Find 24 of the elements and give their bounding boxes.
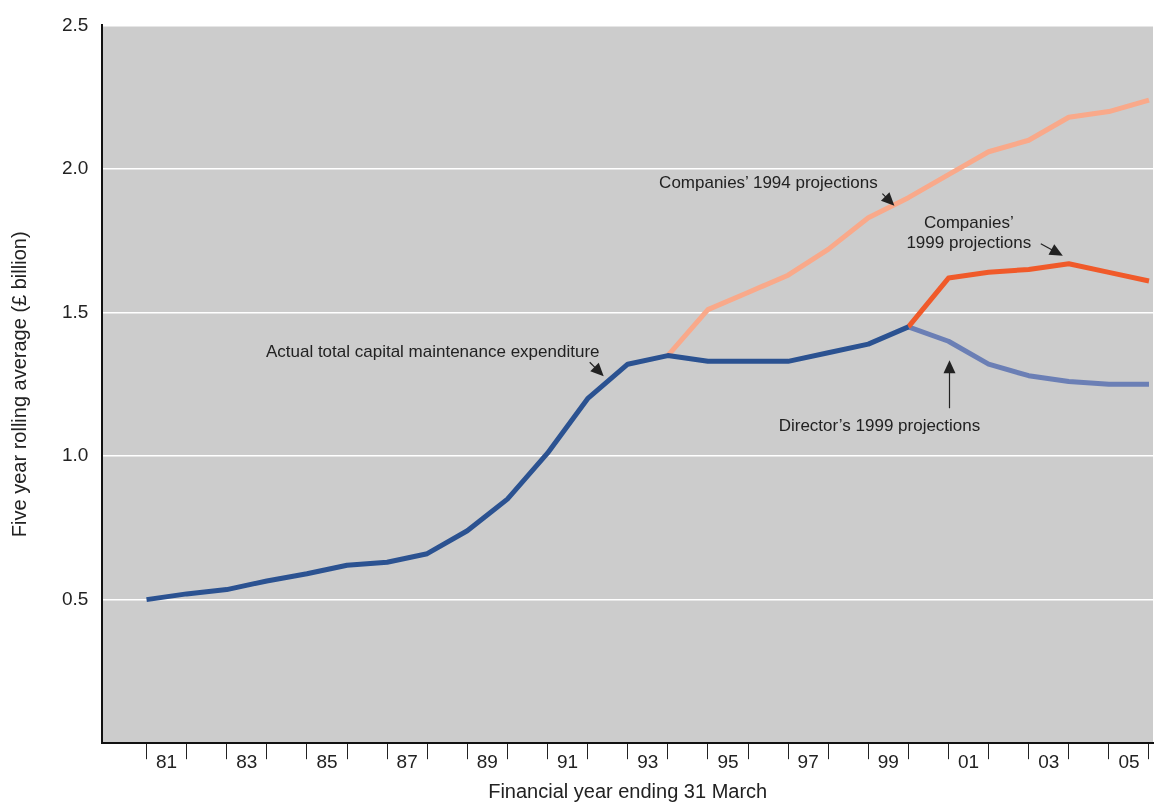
y-tick-label: 0.5 [61,587,89,609]
x-tick-label: 95 [717,750,739,772]
x-tick-label: 81 [156,750,178,772]
series-label: Companies’ 1994 projections [659,173,878,193]
y-tick-label: 2.0 [61,157,89,179]
series-label: Companies’ 1999 projections [906,213,1032,253]
y-tick-label: 1.0 [61,444,89,466]
y-axis-title: Five year rolling average (£ billion) [7,231,30,538]
x-tick-label: 97 [797,750,819,772]
y-tick-label: 2.5 [61,13,89,35]
text: Director’s 1999 projections [778,415,981,435]
x-tick-label: 93 [637,750,659,772]
x-tick-label: 01 [957,750,980,772]
x-tick-label: 83 [236,750,258,772]
y-tick-label: 1.5 [61,300,89,322]
x-tick-label: 91 [556,750,579,772]
x-tick-label: 87 [396,750,418,772]
series-label: Actual total capital maintenance expenditure [265,341,600,361]
x-tick-label: 89 [476,750,498,772]
x-tick-label: 85 [316,750,338,772]
x-axis-title: Financial year ending 31 March [488,779,768,802]
x-tick-label: 05 [1118,750,1140,772]
x-tick-label: 03 [1038,750,1060,772]
x-tick-label: 99 [877,750,899,772]
